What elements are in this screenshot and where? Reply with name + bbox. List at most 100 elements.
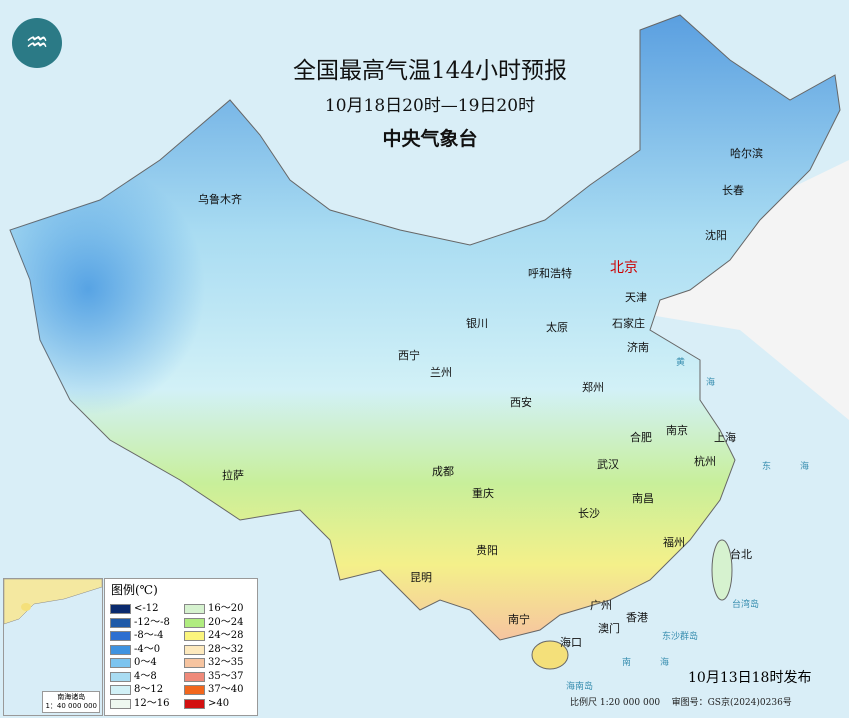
south-china-sea-inset: 南海诸岛 1：40 000 000	[3, 578, 103, 716]
city-label: 香港	[626, 611, 648, 624]
city-label: 沈阳	[705, 229, 727, 242]
city-label: 拉萨	[222, 469, 244, 482]
legend-swatch	[184, 698, 205, 709]
city-label: 长春	[722, 184, 744, 197]
legend-swatch	[110, 644, 131, 655]
legend-item: <-12	[110, 603, 158, 615]
city-label: 长沙	[578, 507, 600, 520]
sea-label: 海南岛	[566, 682, 594, 692]
taiwan-island	[711, 539, 733, 601]
legend-label: -4～0	[134, 643, 161, 655]
legend-label: <-12	[134, 603, 159, 614]
city-label: 成都	[432, 465, 454, 478]
sea-label: 东	[762, 462, 772, 472]
legend-label: 0～4	[134, 657, 157, 668]
city-label: 重庆	[472, 487, 494, 500]
city-label: 哈尔滨	[730, 147, 763, 160]
city-label: 北京	[610, 260, 638, 276]
city-label: 西宁	[398, 349, 420, 362]
legend-item: 28～32	[184, 644, 243, 656]
legend-label: 16～20	[208, 603, 244, 614]
city-label: 南京	[666, 424, 688, 437]
city-label: 济南	[627, 341, 649, 354]
hainan-island	[531, 640, 569, 670]
legend-label: 37～40	[208, 684, 244, 695]
legend-item: -4～0	[110, 644, 160, 656]
approval-number: 审图号：GS京(2024)0236号	[671, 698, 792, 708]
city-label: 银川	[466, 317, 488, 330]
sea-label: 海	[706, 378, 716, 388]
legend-item: -12～-8	[110, 617, 170, 629]
city-label: 合肥	[630, 431, 652, 444]
legend-swatch	[110, 631, 131, 641]
legend-label: 4～8	[134, 670, 157, 682]
legend-swatch	[184, 685, 205, 695]
city-label: 太原	[546, 321, 568, 334]
sea-label: 东沙群岛	[662, 632, 699, 642]
legend-item: >40	[184, 698, 229, 710]
inset-label: 南海诸岛	[57, 693, 86, 701]
legend-swatch	[184, 671, 205, 682]
city-label: 福州	[663, 536, 685, 549]
sea-label: 黄	[676, 358, 686, 368]
city-label: 乌鲁木齐	[198, 193, 242, 206]
city-label: 昆明	[410, 571, 432, 584]
legend-label: 12～16	[134, 697, 170, 709]
issued-time: 10月13日18时发布	[688, 670, 812, 686]
land-outside	[560, 160, 849, 420]
city-label: 杭州	[694, 455, 716, 468]
forecast-period: 10月18日20时—19日20时	[324, 96, 536, 116]
footer: 比例尺 1:20 000 000 审图号：GS京(2024)0236号	[570, 698, 792, 709]
legend-swatch	[184, 604, 205, 614]
legend-swatch	[110, 617, 131, 628]
legend-label: -8～-4	[134, 630, 164, 641]
city-label: 广州	[590, 599, 612, 612]
legend-swatch	[110, 698, 131, 709]
city-label: 郑州	[582, 381, 604, 394]
sea-label: 海	[800, 462, 810, 472]
legend-label: 32～35	[208, 657, 244, 668]
basin-warm-area	[40, 100, 330, 320]
legend-label: 35～37	[208, 670, 244, 682]
scale-text: 比例尺 1:20 000 000	[570, 698, 661, 708]
city-label: 上海	[714, 431, 736, 444]
legend-label: -12～-8	[134, 616, 170, 628]
legend-item: -8～-4	[110, 630, 163, 642]
city-label: 兰州	[430, 366, 452, 379]
city-label: 澳门	[598, 622, 620, 635]
legend-item: 16～20	[184, 603, 243, 615]
city-label: 贵阳	[476, 544, 498, 557]
inset-scale: 1：40 000 000	[45, 702, 97, 710]
city-label: 天津	[625, 291, 647, 304]
legend-item: 32～35	[184, 657, 243, 669]
legend-swatch	[110, 658, 131, 668]
sea-label: 台湾岛	[732, 600, 760, 610]
sea-label: 南	[622, 658, 632, 668]
city-label: 呼和浩特	[528, 267, 572, 280]
inset-caption: 南海诸岛 1：40 000 000	[42, 691, 100, 713]
legend-item: 20～24	[184, 617, 243, 629]
issuer: 中央气象台	[382, 128, 478, 150]
sea-label: 海	[660, 658, 670, 668]
city-label: 武汉	[597, 458, 619, 471]
legend-item: 35～37	[184, 671, 243, 683]
legend-label: 8～12	[134, 684, 164, 695]
map-title: 全国最高气温144小时预报	[293, 58, 567, 84]
legend-label: 28～32	[208, 643, 244, 655]
legend-item: 24～28	[184, 630, 243, 642]
legend-title: 图例(℃)	[111, 583, 158, 597]
legend-label: 24～28	[208, 630, 244, 641]
legend-swatch	[110, 604, 131, 614]
city-label: 石家庄	[612, 317, 645, 330]
city-label: 西安	[510, 396, 532, 409]
legend-swatch	[184, 644, 205, 655]
city-label: 台北	[730, 548, 752, 561]
legend-item: 8～12	[110, 684, 163, 696]
legend-label: >40	[208, 697, 230, 709]
legend-item: 37～40	[184, 684, 243, 696]
cma-logo-icon: ♒	[12, 18, 62, 68]
legend-swatch	[110, 685, 131, 695]
legend-item: 4～8	[110, 671, 157, 683]
